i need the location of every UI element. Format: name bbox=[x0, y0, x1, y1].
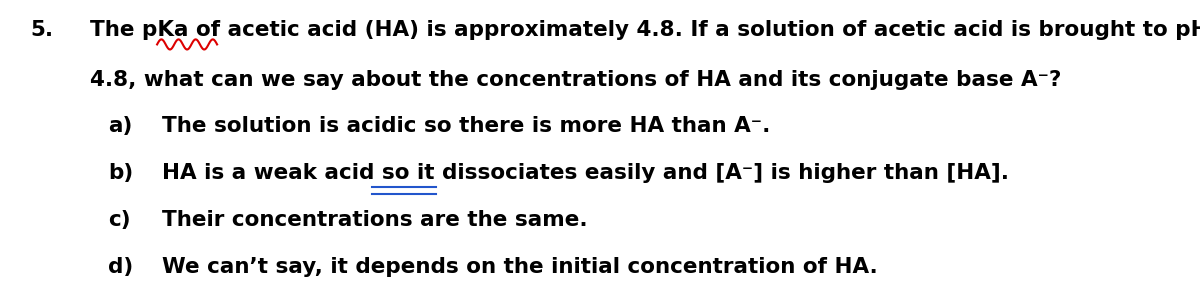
Text: c): c) bbox=[108, 210, 131, 230]
Text: The solution is acidic so there is more HA than A⁻.: The solution is acidic so there is more … bbox=[162, 116, 770, 136]
Text: Their concentrations are the same.: Their concentrations are the same. bbox=[162, 210, 588, 230]
Text: 5.: 5. bbox=[30, 20, 53, 40]
Text: d): d) bbox=[108, 257, 133, 277]
Text: HA is a weak acid so it dissociates easily and [A⁻] is higher than [HA].: HA is a weak acid so it dissociates easi… bbox=[162, 163, 1009, 183]
Text: 4.8, what can we say about the concentrations of HA and its conjugate base A⁻?: 4.8, what can we say about the concentra… bbox=[90, 70, 1061, 89]
Text: b): b) bbox=[108, 163, 133, 183]
Text: a): a) bbox=[108, 116, 132, 136]
Text: We can’t say, it depends on the initial concentration of HA.: We can’t say, it depends on the initial … bbox=[162, 257, 877, 277]
Text: The pKa of acetic acid (HA) is approximately 4.8. If a solution of acetic acid i: The pKa of acetic acid (HA) is approxima… bbox=[90, 20, 1200, 40]
